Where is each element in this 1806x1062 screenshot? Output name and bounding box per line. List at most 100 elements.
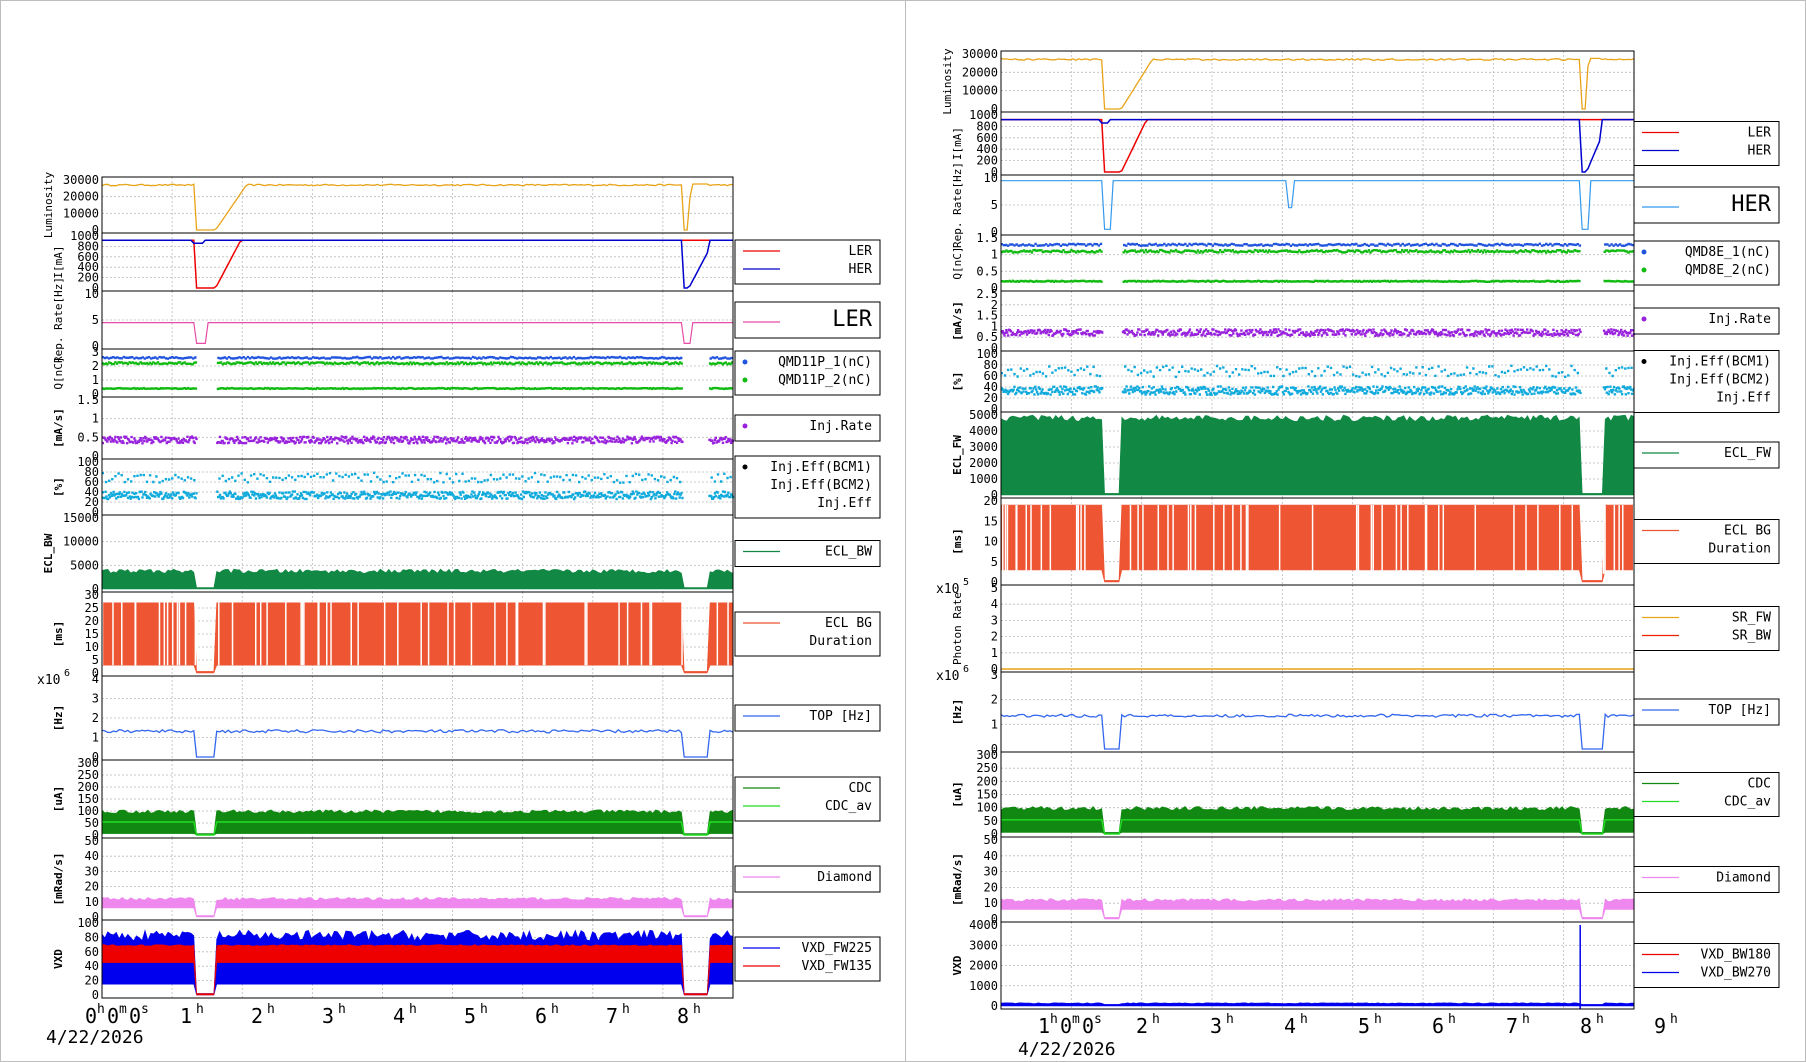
l-xtick-unit: h (551, 1002, 559, 1017)
l-top-series (101, 728, 734, 758)
r-legend-vxd: VXD_BW180 VXD_BW270 (1633, 943, 1780, 988)
l-ytick-dia: 40 (85, 849, 99, 863)
r-legend-label: Inj.Eff(BCM1) (1669, 355, 1771, 370)
r-ytick-cdc: 0 (991, 827, 998, 841)
l-legend-box (734, 540, 881, 567)
r-ytick-ecl: 0 (991, 488, 998, 502)
r-legend-label: SR_FW (1732, 611, 1771, 626)
r-ytick-dia: 10 (984, 896, 998, 910)
r-legend-box (1633, 866, 1780, 893)
r-ytick-dia: 20 (984, 880, 998, 894)
r-xtick-num: 2 (1136, 1014, 1148, 1038)
l-ylabel-rep: Rep. Rate[Hz] (52, 277, 65, 363)
r-ylabel-eff: [%] (951, 372, 964, 392)
r-xtick-unit: h (1596, 1012, 1604, 1027)
r-legend-label: SR_BW (1732, 629, 1771, 644)
l-xtick-unit: s (141, 1002, 149, 1017)
l-xtick-num: 4 (393, 1004, 405, 1028)
r-ytick-lum: 0 (991, 102, 998, 116)
r-ylabel-vxd: VXD (951, 955, 964, 975)
l-legend-box (734, 350, 881, 396)
l-her-series (102, 239, 733, 289)
r-xtick-unit: h (1050, 1012, 1058, 1027)
r-ylabel-q: Q[nC] (951, 246, 964, 279)
r-ytick-q: 0 (991, 281, 998, 295)
r-exp-top: x10 (936, 669, 959, 684)
r-ytick-vxd: 2000 (969, 959, 998, 973)
l-ytick-bg: 20 (85, 614, 99, 628)
r-ytick-dia: 30 (984, 865, 998, 879)
r-ytick-inj: 1 (991, 319, 998, 333)
l-ytick-cdc: 200 (77, 780, 99, 794)
r-her-series (1001, 118, 1634, 173)
r-reprate-series (1001, 180, 1634, 230)
l-exp-top: x10 (37, 673, 60, 688)
l-ytick-dia: 30 (85, 864, 99, 878)
l-ytick-vxd: 60 (85, 945, 99, 959)
r-eff-series (1000, 385, 1636, 396)
l-legend-label: VXD_FW135 (802, 959, 872, 974)
l-ytick-vxd: 0 (92, 988, 99, 1002)
r-xtick-num: 0 (1082, 1014, 1094, 1038)
r-legend-label: Inj.Eff (1716, 391, 1771, 406)
r-ylabel-sr: Photon Rate (951, 592, 964, 665)
r-ytick-q: 1 (991, 248, 998, 262)
l-ytick-curr: 1000 (70, 229, 99, 243)
r-ytick-eff: 80 (984, 358, 998, 372)
r-legend-box (1633, 698, 1780, 726)
r-legend-box (1633, 307, 1780, 335)
r-ytick-bg: 10 (984, 535, 998, 549)
l-legend-rep: LER (734, 301, 881, 339)
l-ytick-top: 2 (92, 711, 99, 725)
r-ytick-rep: 0 (991, 225, 998, 239)
l-legend-dot (742, 359, 748, 365)
r-panel-rep: 10 5 0 Rep. Rate[Hz] (951, 162, 1635, 248)
l-ytick-rep: 5 (92, 313, 99, 327)
l-ytick-dia: 20 (85, 880, 99, 894)
l-ylabel-top: [Hz] (52, 705, 65, 732)
r-ytick-vxd: 0 (991, 999, 998, 1013)
r-ytick-cdc: 50 (984, 814, 998, 828)
r-ytick-dia: 40 (984, 849, 998, 863)
l-eff-scatter (101, 471, 732, 484)
l-ytick-inj: 1.5 (77, 393, 99, 407)
l-ytick-eff: 0 (92, 505, 99, 519)
l-legend-box (734, 776, 881, 822)
r-legend-dot (1641, 359, 1647, 364)
l-ytick-q: 3 (92, 345, 99, 359)
r-legend-label: Inj.Eff(BCM2) (1669, 373, 1771, 388)
r-vxd-blue (1000, 1002, 1635, 1007)
r-ytick-inj: 1.5 (976, 309, 998, 323)
r-ytick-bg: 5 (991, 555, 998, 569)
l-ytick-inj: 0.5 (77, 430, 99, 444)
r-ytick-curr: 1000 (969, 108, 998, 122)
r-legend-curr: LER HER (1633, 121, 1780, 166)
r-legend-top: TOP [Hz] (1633, 698, 1780, 726)
r-ylabel-ecl: ECL_FW (951, 435, 964, 475)
r-legend-label: LER (1748, 126, 1772, 141)
r-injrate-series (1000, 328, 1636, 337)
l-ytick-ecl: 15000 (63, 511, 99, 525)
l-xtick-unit: h (622, 1002, 630, 1017)
l-legend-label: LER (832, 307, 872, 332)
l-legend-ecl: ECL_BW (734, 540, 881, 567)
r-ytick-sr: 0 (991, 662, 998, 676)
r-legend-box (1633, 943, 1780, 988)
l-legend-label: Inj.Eff (817, 496, 872, 511)
r-ytick-top: 0 (991, 742, 998, 756)
r-xtick-num: 3 (1210, 1014, 1222, 1038)
r-ytick-inj: 2 (991, 298, 998, 312)
l-legend-box (734, 936, 881, 982)
r-ytick-top: 2 (991, 693, 998, 707)
l-legend-label: LER (849, 244, 873, 259)
l-xtick-num: 0 (129, 1004, 141, 1028)
r-legend-label: QMD8E_2(nC) (1685, 263, 1771, 278)
r-panel-frame (1000, 111, 1635, 176)
l-ytick-eff: 100 (77, 455, 99, 469)
r-xtick-unit: h (1152, 1012, 1160, 1027)
r-panel-lum: 30000 20000 10000 0 Luminosity (941, 47, 1635, 116)
r-ytick-vxd: 1000 (969, 979, 998, 993)
